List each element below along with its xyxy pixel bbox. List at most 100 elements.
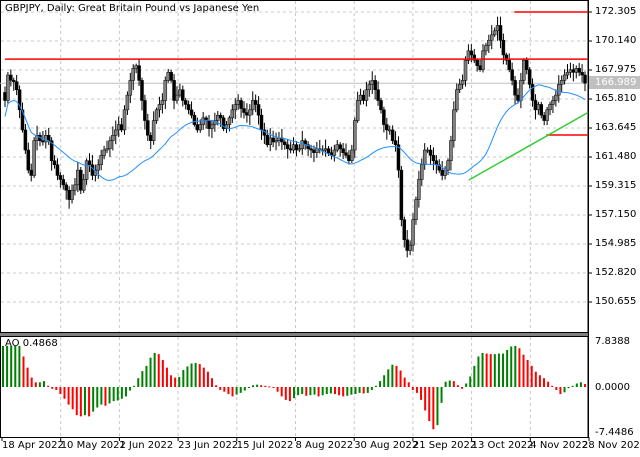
ao-bar — [149, 357, 152, 387]
ao-bar — [506, 350, 509, 387]
candle-body — [422, 149, 427, 166]
ao-bar — [6, 345, 9, 387]
ao-bar — [18, 345, 21, 387]
ao-bar — [333, 387, 336, 395]
candle-body — [140, 80, 144, 101]
ao-bar — [92, 387, 95, 412]
candle-body — [163, 80, 168, 101]
ao-bar — [415, 387, 418, 393]
candle-body — [23, 129, 28, 151]
ao-bar — [579, 382, 582, 387]
candle-body — [137, 65, 141, 81]
candle-body — [376, 89, 380, 101]
ao-axis-label: 7.8388 — [595, 336, 630, 347]
candle-body — [539, 104, 544, 116]
ao-bar — [165, 367, 168, 387]
candle-body — [52, 160, 57, 166]
candle-body — [44, 135, 48, 143]
candle-body — [559, 80, 564, 85]
candle-body — [446, 160, 450, 171]
trend-line — [468, 111, 589, 181]
candle-body — [189, 109, 194, 116]
candle-body — [434, 160, 439, 166]
ao-bar — [75, 387, 78, 416]
ao-bar — [264, 385, 267, 387]
candle-body — [201, 117, 205, 125]
candle-body — [207, 120, 211, 129]
ao-bar — [522, 354, 525, 387]
ao-bar — [124, 387, 127, 397]
candle-body — [175, 94, 179, 101]
date-tick-label: 18 Apr 2022 — [2, 440, 64, 451]
candle-body — [26, 149, 31, 171]
ao-bar — [38, 382, 41, 387]
price-tick-label: 150.655 — [595, 296, 637, 307]
ao-bar — [538, 375, 541, 387]
ao-bar — [584, 384, 586, 387]
ao-bar — [411, 387, 414, 390]
candle-body — [504, 54, 509, 61]
ao-bar — [502, 353, 505, 387]
date-tick-label: 23 Jun 2022 — [178, 440, 239, 451]
candle-body — [524, 60, 529, 70]
ao-bar — [481, 352, 484, 387]
candle-body — [32, 140, 36, 176]
candle-body — [111, 135, 115, 141]
ao-bar — [465, 383, 468, 387]
candle-body — [341, 148, 345, 153]
candle-body — [489, 34, 494, 41]
ao-bar — [288, 387, 291, 402]
ao-bar — [104, 387, 107, 406]
date-tick-label: 28 Nov 2022 — [582, 440, 640, 451]
candle-body — [172, 80, 176, 101]
ao-bar — [452, 381, 455, 387]
candle-body — [245, 112, 249, 116]
ao-bar — [374, 385, 377, 387]
candle-body — [265, 135, 270, 145]
candle-body — [294, 144, 299, 151]
candle-body — [440, 169, 444, 176]
main-panel-frame — [0, 0, 589, 333]
candle-body — [224, 124, 229, 129]
ao-bar — [510, 346, 513, 387]
ao-bar — [129, 387, 132, 391]
ao-bar — [448, 380, 451, 387]
candle-body — [76, 169, 80, 186]
ao-bar — [305, 387, 308, 396]
date-tick-label: 4 Nov 2022 — [530, 440, 588, 451]
candle-body — [268, 137, 272, 145]
ao-bar — [235, 387, 238, 395]
ao-bar — [59, 387, 62, 395]
candle-body — [84, 160, 89, 180]
candle-body — [399, 169, 404, 220]
candle-body — [81, 179, 86, 191]
ao-bar — [370, 387, 373, 390]
ao-bar — [329, 387, 332, 394]
ao-indicator-title: AO 0.4868 — [5, 338, 58, 349]
ao-bar — [346, 387, 349, 396]
price-tick-label: 170.140 — [595, 35, 637, 46]
candle-body — [382, 109, 386, 125]
candle-body — [396, 144, 401, 171]
ao-bar — [436, 387, 439, 426]
candle-body — [478, 65, 482, 70]
ao-bar — [559, 387, 562, 395]
ao-bar — [71, 387, 74, 410]
ao-bar — [153, 352, 156, 387]
candle-body — [169, 72, 173, 81]
ao-bar — [530, 365, 533, 387]
candle-body — [227, 117, 232, 125]
candle-body — [154, 109, 159, 121]
candle-body — [195, 124, 200, 131]
candle-body — [128, 80, 133, 96]
candle-body — [6, 74, 10, 101]
ao-bar — [555, 387, 558, 390]
candle-body — [285, 144, 290, 149]
ao-bar — [231, 387, 234, 397]
price-tick-label: 167.975 — [595, 64, 637, 75]
ao-axis-label: -7.4486 — [595, 427, 634, 438]
price-tick-label: 157.150 — [595, 209, 637, 220]
candle-body — [242, 108, 246, 113]
candle-body — [522, 60, 526, 81]
